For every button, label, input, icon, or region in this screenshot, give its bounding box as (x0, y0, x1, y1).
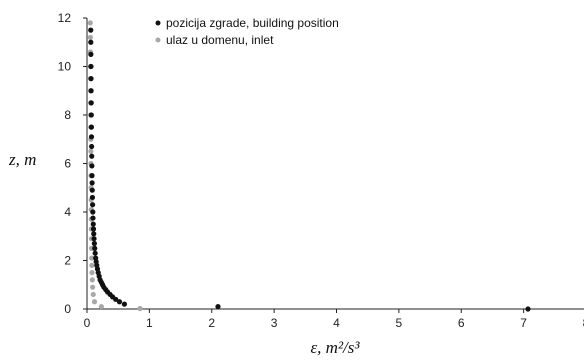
legend: pozicija zgrade, building position ulaz … (155, 16, 339, 47)
data-point (525, 306, 531, 312)
x-axis-label: ε, m²/s³ (310, 338, 360, 357)
x-tick-label: 7 (520, 316, 527, 330)
x-tick-label: 6 (458, 316, 465, 330)
x-tick-label: 1 (146, 316, 153, 330)
data-point (93, 255, 99, 261)
data-point (92, 245, 98, 251)
data-point (89, 262, 95, 268)
data-point (88, 148, 94, 154)
data-point (89, 194, 96, 201)
data-point (137, 305, 143, 312)
data-point (90, 215, 96, 221)
data-point (89, 270, 95, 276)
data-point (88, 76, 94, 82)
y-tick-label: 10 (58, 60, 72, 74)
data-point (92, 250, 98, 256)
x-tick-label: 3 (271, 316, 278, 330)
data-point (90, 291, 96, 298)
data-point (98, 303, 104, 310)
y-tick-label: 0 (64, 302, 71, 316)
legend-marker-inlet (155, 37, 161, 43)
series-layer (87, 20, 531, 312)
data-point (88, 124, 95, 130)
legend-label-inlet: ulaz u domenu, inlet (166, 33, 274, 47)
data-point (89, 187, 95, 193)
x-tick-label: 4 (333, 316, 340, 330)
y-tick-label: 6 (64, 157, 71, 171)
data-point (215, 303, 221, 310)
data-point (87, 20, 93, 26)
y-tick-label: 12 (58, 11, 72, 25)
data-point (89, 153, 95, 159)
data-point (116, 299, 123, 305)
legend-label-building: pozicija zgrade, building position (166, 16, 339, 30)
data-point (88, 39, 94, 45)
data-point (90, 209, 96, 215)
data-point (89, 163, 95, 169)
data-point (89, 180, 95, 186)
y-tick-label: 8 (64, 108, 71, 122)
x-tick-label: 0 (84, 316, 91, 330)
data-point (91, 231, 97, 237)
ticks: 012345678024681012 (58, 11, 584, 330)
data-point (90, 226, 97, 232)
legend-marker-building (155, 20, 161, 26)
data-point (90, 202, 96, 208)
data-point (88, 63, 94, 70)
data-point (91, 299, 98, 305)
data-point (90, 221, 96, 227)
data-point (88, 112, 94, 118)
data-point (89, 173, 95, 179)
data-point (88, 100, 94, 106)
data-point (88, 134, 95, 140)
data-point (91, 236, 97, 242)
x-tick-label: 2 (208, 316, 215, 330)
x-tick-label: 8 (583, 316, 584, 330)
data-point (87, 34, 93, 41)
y-tick-label: 4 (64, 205, 71, 219)
data-point (89, 277, 95, 283)
axes (86, 18, 584, 310)
data-point (90, 284, 96, 290)
data-point (88, 27, 94, 33)
y-tick-label: 2 (64, 254, 71, 268)
series-building-position (88, 27, 531, 312)
data-point (91, 240, 97, 247)
data-point (88, 51, 94, 57)
data-point (121, 301, 128, 307)
data-point (88, 88, 94, 94)
x-tick-label: 5 (396, 316, 403, 330)
data-point (89, 255, 95, 261)
data-point (89, 143, 95, 150)
y-axis-label: z, m (8, 150, 36, 169)
